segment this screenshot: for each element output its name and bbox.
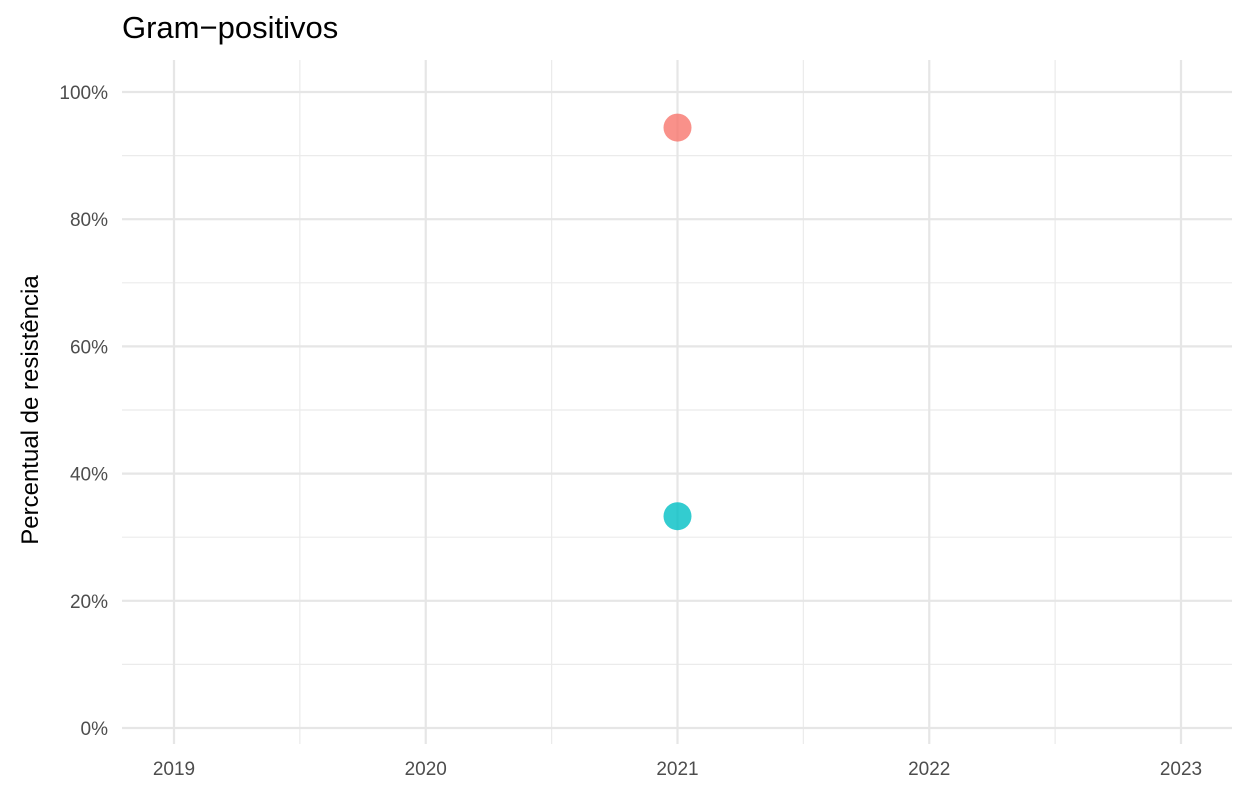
x-tick-labels: 2019 2020 2021 2022 2023 [153,759,1202,780]
y-tick-labels: 0% 20% 40% 60% 80% 100% [59,83,108,740]
x-tick-label: 2020 [405,759,447,780]
data-point-series-2 [663,502,692,531]
y-tick-label: 20% [70,592,108,613]
y-tick-label: 80% [70,210,108,231]
data-point-series-1 [663,113,692,142]
x-tick-label: 2023 [1160,759,1202,780]
x-tick-label: 2021 [656,759,698,780]
x-tick-label: 2022 [908,759,950,780]
data-points [663,113,692,531]
y-tick-label: 0% [81,719,109,740]
y-tick-label: 60% [70,337,108,358]
major-gridlines [122,60,1232,744]
y-tick-label: 40% [70,465,108,486]
x-tick-label: 2019 [153,759,195,780]
chart-title: Gram−positivos [122,10,339,45]
y-tick-label: 100% [59,83,108,104]
